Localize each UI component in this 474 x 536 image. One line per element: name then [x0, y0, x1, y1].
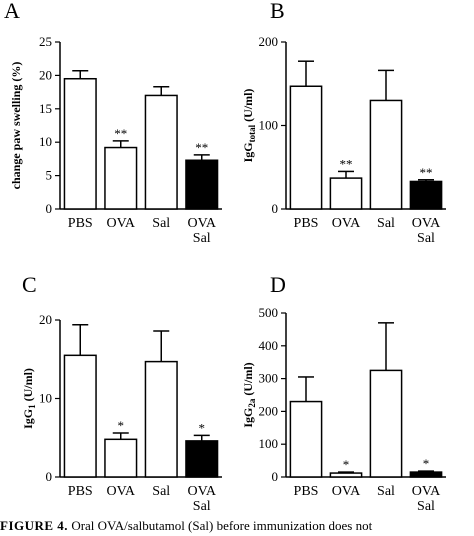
y-axis-label: IgG1 (U/ml)	[21, 368, 37, 429]
bar	[289, 85, 323, 210]
category-label: OVA	[187, 216, 216, 231]
category-label: PBS	[68, 484, 93, 499]
category-label: OVA	[106, 216, 135, 231]
bar	[409, 471, 443, 478]
bar	[185, 159, 219, 210]
y-tick-label: 10	[39, 134, 52, 149]
category-label: Sal	[152, 216, 170, 231]
category-label: Sal	[377, 216, 395, 231]
y-tick-label: 10	[39, 391, 52, 406]
category-label: OVA	[106, 484, 135, 499]
y-tick-label: 100	[259, 118, 279, 133]
bar	[329, 177, 363, 210]
bar	[63, 77, 97, 210]
panel-letter: A	[4, 0, 20, 23]
category-label: PBS	[294, 216, 319, 231]
bar	[185, 440, 219, 478]
category-label: OVA	[412, 216, 441, 231]
bar	[329, 472, 363, 478]
y-axis-label: IgGtotal (U/ml)	[241, 89, 257, 163]
bar	[63, 354, 97, 478]
y-tick-label: 300	[259, 371, 279, 386]
bar	[369, 99, 403, 210]
y-tick-label: 25	[39, 34, 52, 49]
significance-label: **	[114, 126, 127, 141]
significance-label: *	[199, 420, 206, 435]
y-tick-label: 20	[39, 312, 52, 327]
bar	[144, 94, 178, 210]
category-label: OVA	[412, 484, 441, 499]
category-label: OVA	[187, 484, 216, 499]
significance-label: **	[195, 140, 208, 155]
category-label: PBS	[294, 484, 319, 499]
y-tick-label: 5	[46, 168, 53, 183]
y-tick-label: 400	[259, 338, 279, 353]
y-tick-label: 500	[259, 305, 279, 320]
category-label: Sal	[417, 499, 435, 514]
bar	[104, 146, 138, 210]
category-label: OVA	[332, 484, 361, 499]
category-label: Sal	[417, 231, 435, 246]
y-tick-label: 100	[259, 436, 279, 451]
category-label: Sal	[193, 499, 211, 514]
category-label: OVA	[332, 216, 361, 231]
panel-letter: C	[22, 272, 37, 297]
bar	[409, 180, 443, 210]
figure-caption: FIGURE 4. Oral OVA/salbutamol (Sal) befo…	[0, 518, 474, 534]
y-tick-label: 0	[272, 201, 279, 216]
panel-letter: B	[270, 0, 285, 23]
category-label: Sal	[152, 484, 170, 499]
category-label: Sal	[377, 484, 395, 499]
significance-label: **	[420, 165, 433, 180]
y-axis-label: change paw swelling (%)	[9, 62, 23, 190]
category-label: PBS	[68, 216, 93, 231]
y-tick-label: 200	[259, 403, 279, 418]
category-label: Sal	[193, 231, 211, 246]
significance-label: **	[340, 156, 353, 171]
caption-label: FIGURE 4.	[0, 518, 69, 533]
bar	[369, 369, 403, 478]
y-tick-label: 200	[259, 34, 279, 49]
bar	[104, 438, 138, 478]
bar	[144, 360, 178, 478]
y-tick-label: 15	[39, 101, 52, 116]
caption-text: Oral OVA/salbutamol (Sal) before immuniz…	[71, 518, 373, 533]
panel-letter: D	[270, 272, 286, 297]
significance-label: *	[423, 456, 430, 471]
y-axis-label: IgG2a (U/ml)	[241, 362, 257, 427]
y-tick-label: 0	[46, 201, 53, 216]
significance-label: *	[343, 457, 350, 472]
y-tick-label: 0	[272, 469, 279, 484]
panel-a: A 0 5 10 15 20 25 change paw swelling (%) PBS ** O…	[4, 0, 222, 246]
significance-label: *	[118, 418, 125, 433]
y-tick-label: 0	[46, 469, 53, 484]
y-tick-label: 20	[39, 67, 52, 82]
bar	[289, 400, 323, 478]
